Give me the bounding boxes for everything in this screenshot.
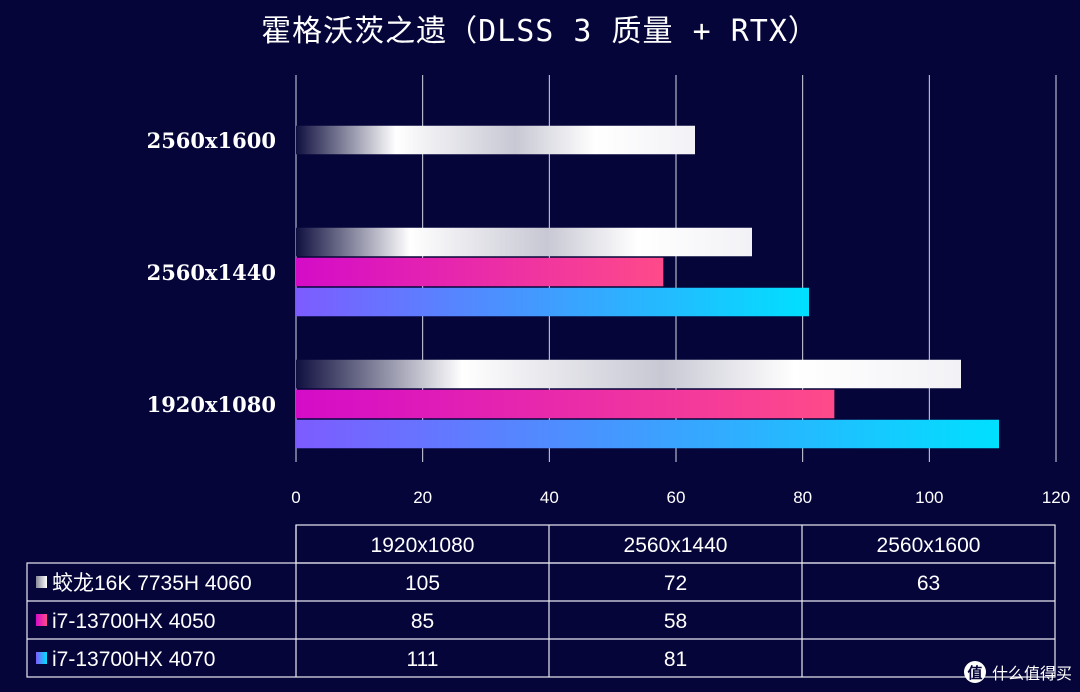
table-row-label: i7-13700HX 4050 — [52, 610, 215, 633]
table-cell: 105 — [405, 572, 440, 595]
category-label: 1920x1080 — [147, 392, 276, 417]
bar — [296, 125, 695, 155]
table-cell: 63 — [917, 572, 940, 595]
x-tick-label: 20 — [413, 488, 432, 507]
category-labels: 1920x1080 2560x1440 2560x1600 — [147, 128, 276, 417]
table-row-label: i7-13700HX 4070 — [52, 648, 215, 671]
category-label: 2560x1440 — [147, 260, 276, 285]
table-row-label: 蛟龙16K 7735H 4060 — [52, 572, 252, 595]
table-cell: 85 — [411, 610, 434, 633]
watermark: 值 什么值得买 — [963, 660, 1072, 684]
table-cell: 58 — [664, 610, 687, 633]
table-header-cell: 1920x1080 — [371, 534, 475, 557]
legend-key — [36, 614, 47, 626]
chart-title: 霍格沃茨之遗（DLSS 3 质量 + RTX） — [261, 14, 819, 49]
table-body-border — [26, 562, 1056, 678]
bar — [296, 419, 999, 449]
x-tick-label: 100 — [915, 488, 943, 507]
watermark-text: 什么值得买 — [991, 664, 1072, 683]
table-header-cell: 2560x1600 — [877, 534, 981, 557]
x-tick-label: 0 — [291, 488, 300, 507]
legend-key — [36, 576, 47, 588]
bar — [296, 227, 752, 257]
table-cell: 81 — [664, 648, 687, 671]
x-tick-label: 80 — [793, 488, 812, 507]
bars — [296, 125, 999, 449]
x-tick-label: 60 — [667, 488, 686, 507]
category-label: 2560x1600 — [147, 128, 276, 153]
legend-key — [36, 652, 47, 664]
bar — [296, 359, 961, 389]
watermark-logo-icon: 值 — [963, 661, 986, 683]
bar — [296, 257, 664, 287]
table-header-cell: 2560x1440 — [624, 534, 728, 557]
table-cell: 111 — [407, 648, 439, 671]
data-table: 1920x1080 2560x1440 2560x1600 蛟龙16K 7735H 4… — [26, 524, 1056, 678]
x-tick-label: 40 — [540, 488, 559, 507]
bar — [296, 287, 809, 317]
x-tick-label: 120 — [1042, 488, 1070, 507]
bar — [296, 389, 835, 419]
x-tick-labels: 0 20 40 60 80 100 120 — [291, 488, 1070, 507]
table-cell: 72 — [664, 572, 687, 595]
